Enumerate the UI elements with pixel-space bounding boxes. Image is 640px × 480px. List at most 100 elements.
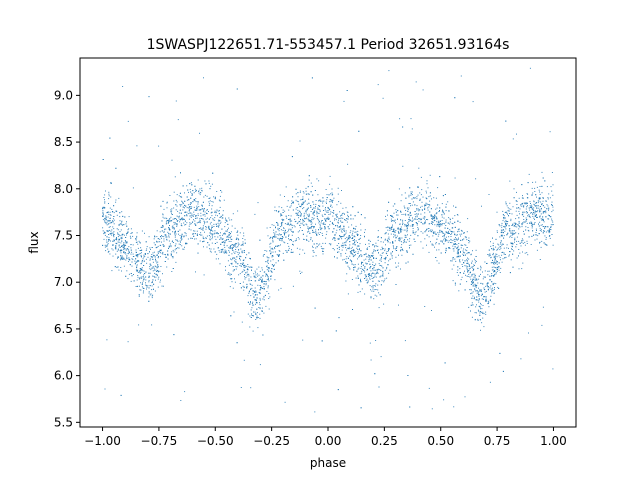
data-point <box>156 230 158 232</box>
data-point <box>138 294 140 295</box>
data-point <box>107 216 109 218</box>
data-point <box>481 290 482 292</box>
data-point <box>340 245 342 247</box>
data-point <box>460 251 461 253</box>
data-point <box>267 235 269 237</box>
data-point <box>408 214 410 216</box>
data-point <box>411 191 413 193</box>
data-point <box>248 291 250 293</box>
data-point <box>365 276 367 278</box>
data-point <box>399 240 401 242</box>
data-point <box>425 222 426 224</box>
data-point <box>104 220 105 222</box>
data-point <box>235 261 237 262</box>
data-point <box>242 243 244 245</box>
data-point <box>111 208 113 210</box>
data-point <box>479 311 481 313</box>
data-point <box>437 204 439 206</box>
data-point <box>140 289 142 291</box>
data-point <box>317 207 319 209</box>
data-point <box>551 234 553 235</box>
data-point <box>106 230 108 232</box>
data-point <box>283 241 285 243</box>
data-point <box>278 234 280 236</box>
data-point <box>220 232 221 234</box>
data-point <box>437 235 439 237</box>
data-point <box>123 265 125 267</box>
data-point <box>282 212 284 213</box>
data-point <box>302 191 304 193</box>
data-point <box>120 237 122 239</box>
data-point <box>499 246 501 248</box>
data-point <box>374 245 376 247</box>
data-point <box>474 284 476 286</box>
data-point <box>156 270 158 272</box>
data-point <box>507 232 509 234</box>
data-point <box>278 245 280 247</box>
data-point <box>160 266 162 267</box>
data-point <box>264 271 266 273</box>
data-point <box>394 234 396 236</box>
data-point <box>551 218 553 220</box>
data-point <box>457 214 459 216</box>
data-point <box>330 205 331 207</box>
data-point <box>116 266 118 268</box>
data-point <box>110 196 112 198</box>
data-point <box>200 228 202 230</box>
data-point <box>475 306 477 308</box>
data-point <box>270 270 272 272</box>
data-point <box>482 271 483 273</box>
data-point <box>305 218 307 220</box>
data-point <box>452 223 454 225</box>
data-point <box>113 235 114 237</box>
data-point <box>295 193 297 195</box>
data-point <box>493 282 495 284</box>
data-point <box>301 223 303 225</box>
data-point <box>376 271 378 273</box>
data-point <box>480 282 482 284</box>
data-point <box>175 204 177 206</box>
data-point <box>502 258 504 260</box>
data-point <box>219 251 221 253</box>
data-point <box>225 239 227 241</box>
data-point <box>392 241 394 243</box>
data-point <box>267 262 269 264</box>
data-point <box>256 294 258 296</box>
data-point <box>229 236 231 238</box>
data-point <box>378 263 380 265</box>
data-point <box>310 206 312 208</box>
data-point <box>493 261 495 263</box>
data-point <box>140 276 142 278</box>
data-point <box>493 263 495 265</box>
data-point <box>256 317 257 319</box>
data-point <box>480 329 481 331</box>
data-point <box>120 238 122 240</box>
data-point <box>221 251 222 253</box>
data-point <box>306 239 308 241</box>
data-point <box>416 219 418 220</box>
data-point <box>196 230 198 232</box>
data-point <box>109 253 111 255</box>
data-point <box>237 251 239 253</box>
data-point <box>278 254 280 256</box>
data-point <box>450 234 452 235</box>
data-point <box>493 274 495 276</box>
data-point <box>248 278 250 280</box>
data-point <box>151 295 153 297</box>
data-point <box>543 230 545 232</box>
data-point <box>362 262 364 263</box>
data-point <box>498 255 500 257</box>
data-point <box>505 223 507 224</box>
data-point <box>259 299 261 301</box>
data-point <box>521 223 523 225</box>
data-point <box>121 237 123 239</box>
data-point <box>342 246 344 248</box>
data-point <box>417 223 418 225</box>
data-point <box>124 248 126 250</box>
data-point <box>475 249 477 251</box>
data-point <box>127 278 129 280</box>
data-point <box>398 232 400 234</box>
data-point <box>137 243 139 245</box>
data-point <box>213 196 215 198</box>
data-point <box>143 290 144 292</box>
